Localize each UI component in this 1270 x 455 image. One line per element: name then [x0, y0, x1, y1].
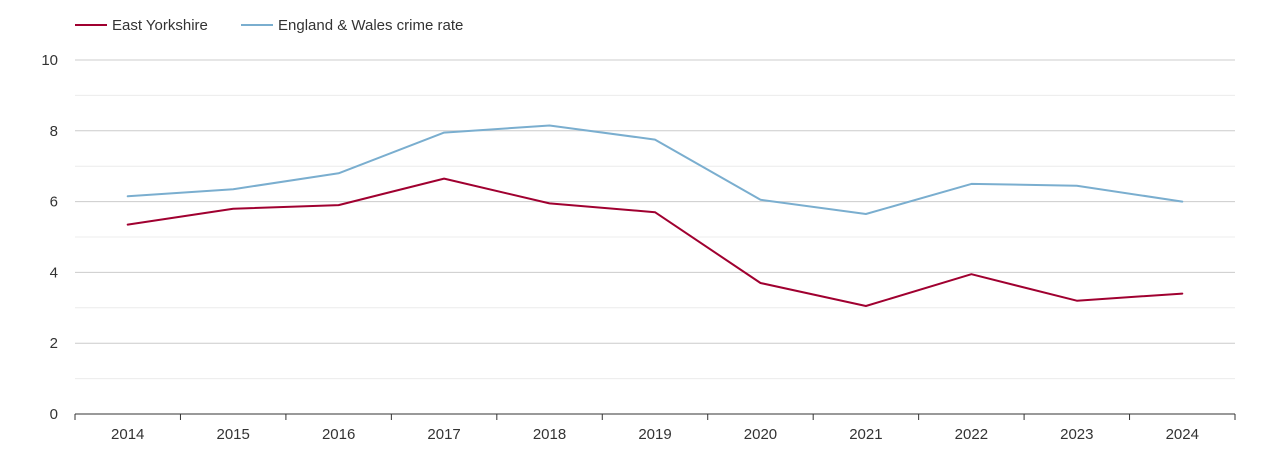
y-tick-label: 6 — [50, 194, 58, 211]
y-tick-label: 4 — [50, 264, 58, 281]
gridlines — [75, 59, 1235, 415]
series-lines — [126, 124, 1184, 307]
y-tick-label: 2 — [50, 335, 58, 352]
x-tick-label: 2021 — [849, 426, 882, 443]
x-tick-label: 2018 — [533, 426, 566, 443]
x-tick-label: 2019 — [638, 426, 671, 443]
y-tick-label: 0 — [50, 406, 58, 423]
series-line-england-wales-crime-rate — [126, 124, 1184, 215]
x-tick-label: 2024 — [1166, 426, 1199, 443]
x-tick-label: 2014 — [111, 426, 144, 443]
x-tick-label: 2022 — [955, 426, 988, 443]
x-tick-label: 2016 — [322, 426, 355, 443]
x-tick-label: 2015 — [216, 426, 249, 443]
x-tick-label: 2020 — [744, 426, 777, 443]
x-tick-label: 2017 — [427, 426, 460, 443]
series-line-east-yorkshire — [126, 177, 1184, 307]
y-axis: 0 2 4 6 8 10 — [41, 52, 58, 423]
x-tick-label: 2023 — [1060, 426, 1093, 443]
y-tick-label: 8 — [50, 123, 58, 140]
legend-label: England & Wales crime rate — [278, 17, 463, 34]
y-tick-label: 10 — [41, 52, 58, 69]
x-axis: 2014 2015 2016 2017 2018 2019 2020 2021 2022 2023… — [74, 414, 1236, 443]
legend-label: East Yorkshire — [112, 17, 208, 34]
legend: East Yorkshire England & Wales crime rate — [75, 17, 463, 34]
